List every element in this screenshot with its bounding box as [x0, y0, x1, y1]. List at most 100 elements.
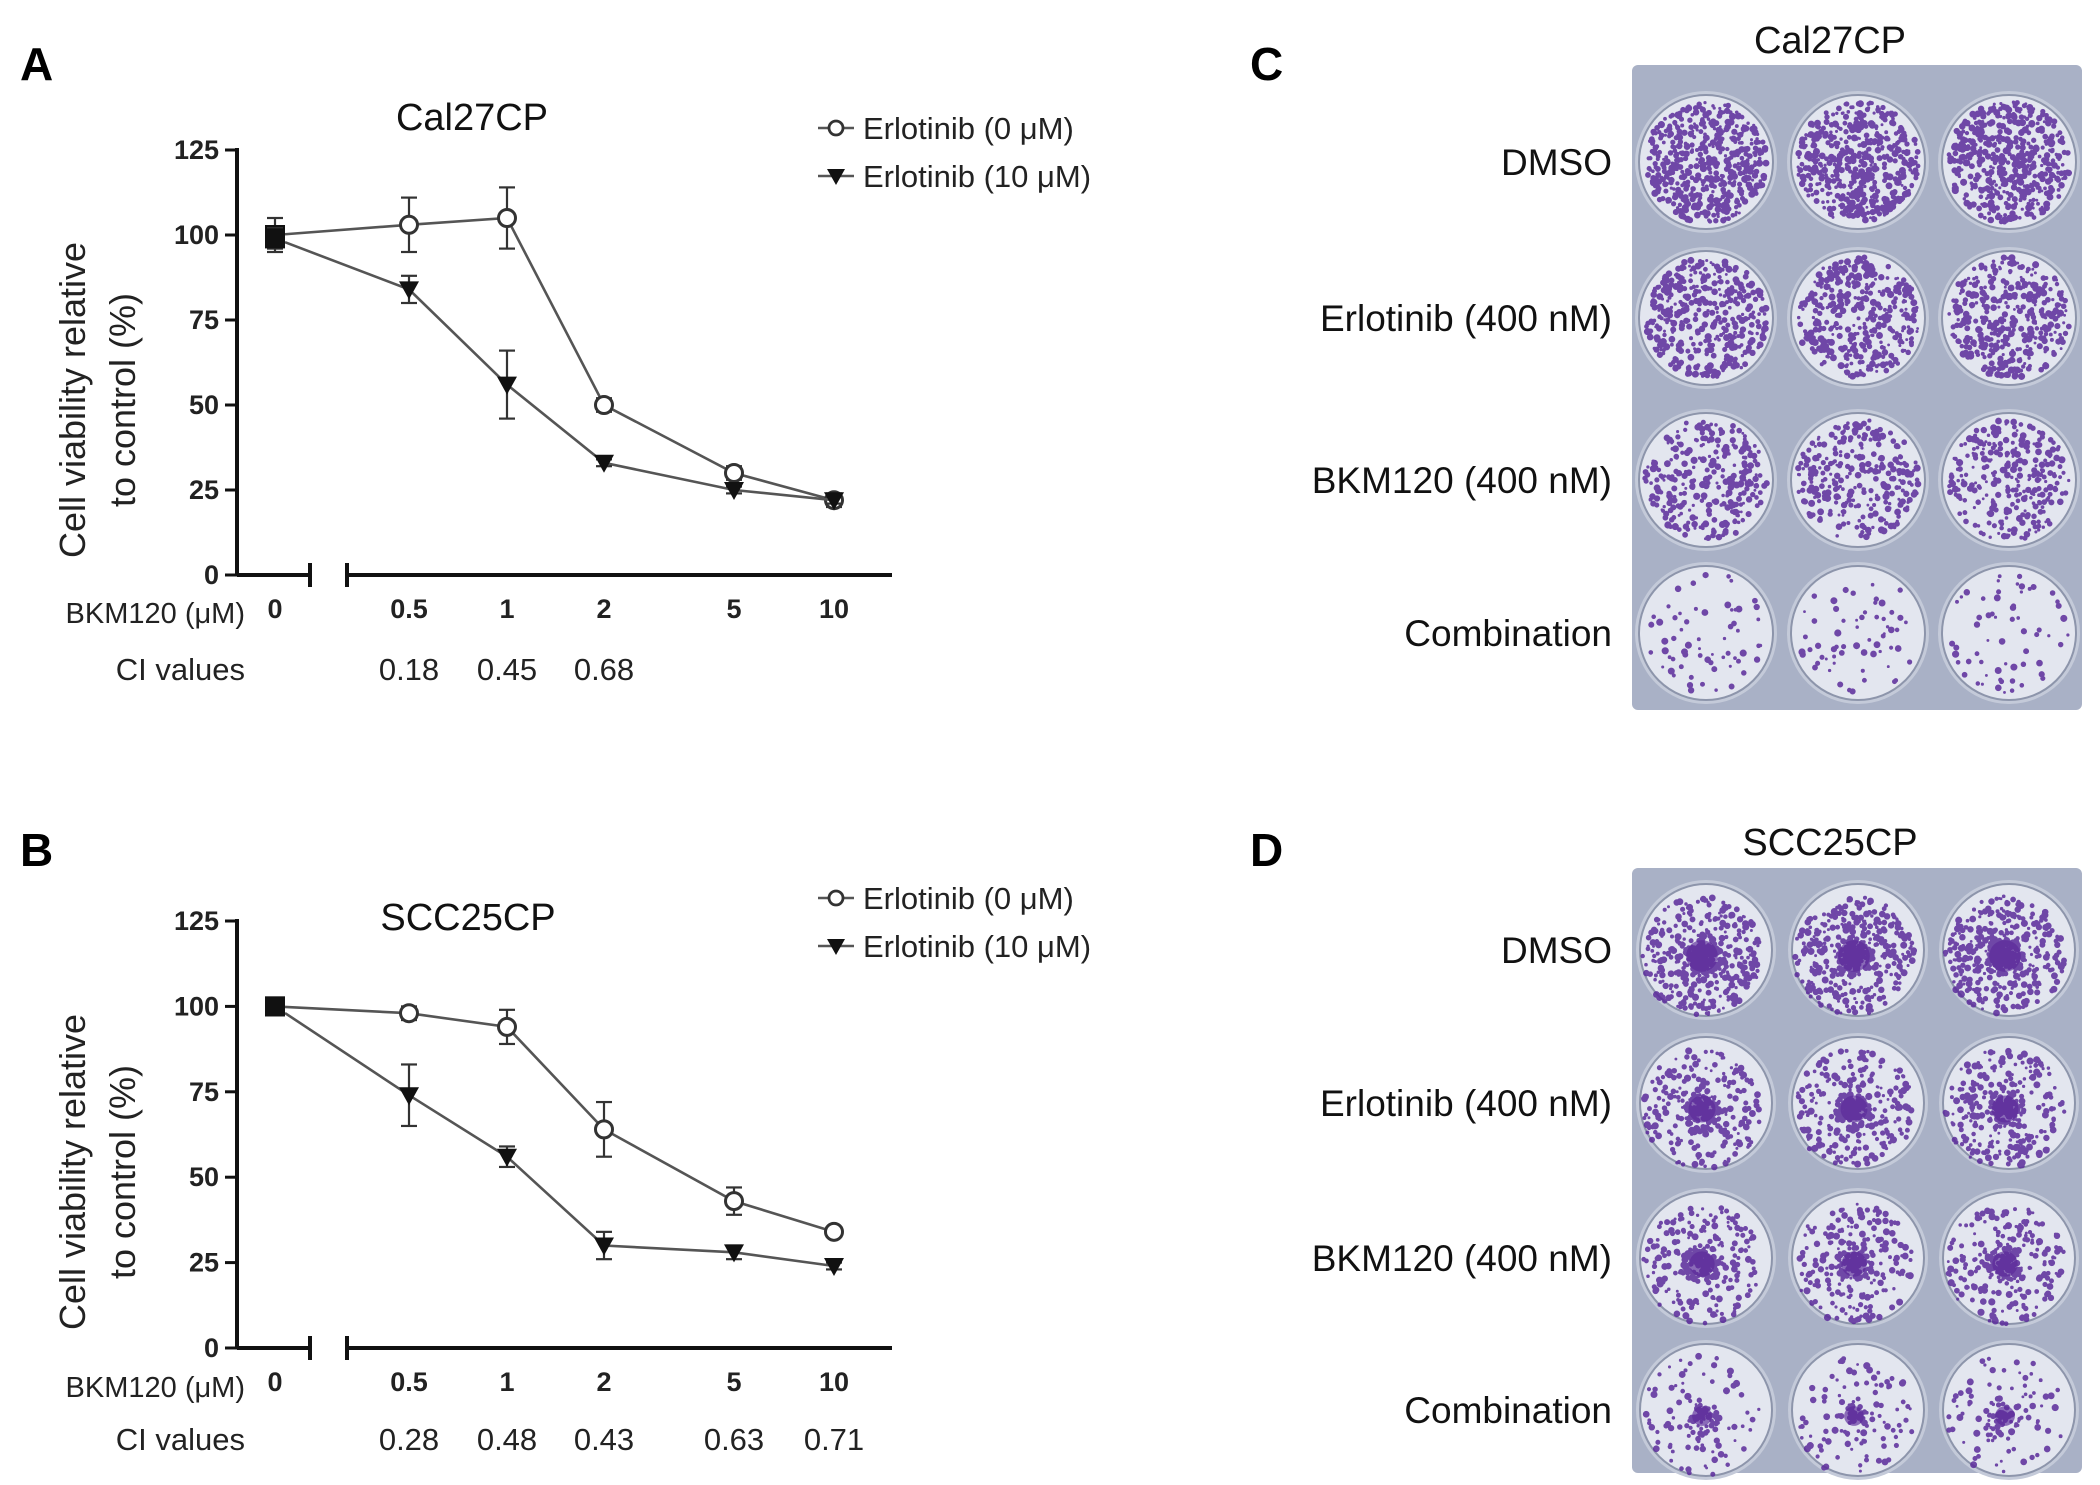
panel-letter-b: B [20, 824, 53, 876]
x-tick-label: 0.5 [390, 1367, 428, 1397]
colony-stain [1796, 254, 1920, 380]
series-erlotinib-0 [265, 996, 844, 1242]
colony-stain [1643, 256, 1770, 379]
colony-cluster [1838, 940, 1870, 972]
ci-value: 0.63 [704, 1422, 764, 1457]
y-tick-label: 75 [189, 1077, 219, 1107]
ci-value: 0.71 [804, 1422, 864, 1457]
colony-stain [1642, 419, 1770, 541]
data-point-triangle [724, 1244, 744, 1263]
x-tick-label: 2 [596, 594, 611, 624]
data-point-triangle [399, 1087, 419, 1106]
y-axis-label-line2: to control (%) [102, 293, 143, 507]
culture-well [1788, 1340, 1928, 1480]
culture-well [1938, 247, 2080, 389]
ci-value: 0.68 [574, 652, 634, 687]
ci-value: 0.18 [379, 652, 439, 687]
x-tick-label: 0 [267, 594, 282, 624]
x-tick-label: 2 [596, 1367, 611, 1397]
data-point-triangle [824, 492, 844, 511]
x-tick-label: 5 [726, 1367, 741, 1397]
series-erlotinib-10 [265, 227, 844, 511]
data-point-triangle [399, 281, 419, 300]
culture-well [1635, 562, 1777, 704]
culture-well [1939, 880, 2079, 1020]
colony-stain [1947, 417, 2071, 541]
data-point-control [265, 228, 285, 249]
data-point-circle [594, 395, 614, 415]
colony-cluster [1689, 1251, 1715, 1277]
colony-stain [1949, 573, 2070, 694]
data-point-circle [497, 1016, 517, 1037]
legend-label: Erlotinib (10 μM) [863, 159, 1091, 194]
culture-well [1788, 1033, 1928, 1173]
culture-well [1787, 91, 1929, 233]
x-tick-label: 5 [726, 594, 741, 624]
colony-cluster [1989, 940, 2021, 972]
plate-title: Cal27CP [1754, 20, 1906, 62]
series-line [284, 240, 835, 502]
colony-stain [1795, 418, 1922, 541]
culture-well [1788, 1188, 1928, 1328]
culture-well [1636, 1033, 1776, 1173]
panel-letter-c: C [1250, 38, 1283, 90]
y-axis-label-line1: Cell viability relative [52, 1014, 93, 1330]
series-line [284, 216, 835, 502]
y-tick-label: 100 [174, 220, 219, 250]
data-point-triangle [594, 454, 614, 473]
data-point-triangle [594, 1237, 614, 1256]
treatment-row-label: DMSO [1501, 142, 1612, 183]
culture-well [1787, 409, 1929, 551]
y-tick-label: 0 [204, 560, 219, 590]
culture-well [1636, 1340, 1776, 1480]
colony-cluster [1995, 1406, 2015, 1426]
plate-cal27cp: Cal27CP DMSO Erlotinib (400 nM) BKM120 (40… [1312, 20, 2082, 710]
x-tick-label: 10 [819, 594, 849, 624]
legend-marker-triangle [827, 939, 845, 955]
y-tick-label: 50 [189, 1162, 219, 1192]
data-point-circle [724, 1191, 744, 1212]
x-tick-label: 10 [819, 1367, 849, 1397]
x-tick-label: 0.5 [390, 594, 428, 624]
ci-value: 0.48 [477, 1422, 537, 1457]
y-tick-label: 25 [189, 1248, 219, 1278]
legend-entry: Erlotinib (0 μM) [818, 111, 1074, 146]
chart-cal27cp: Cal27CP Cell viability relative to contr… [52, 97, 1091, 687]
legend-entry: Erlotinib (0 μM) [818, 881, 1074, 916]
colony-stain [1946, 100, 2073, 225]
y-axis-label-line2: to control (%) [102, 1065, 143, 1279]
culture-well [1939, 1340, 2079, 1480]
ci-value: 0.45 [477, 652, 537, 687]
colony-cluster [1841, 1251, 1867, 1277]
colony-cluster [1992, 1251, 2018, 1277]
well-interior [1790, 565, 1926, 701]
colony-stain [1645, 100, 1770, 224]
data-point-circle [399, 214, 419, 235]
x-axis-label: BKM120 (μM) [66, 598, 245, 630]
data-point-circle [497, 208, 517, 228]
colony-cluster [1692, 1406, 1712, 1426]
ci-values-label: CI values [116, 652, 245, 687]
data-point-triangle [497, 376, 517, 395]
well-interior [1941, 565, 2077, 701]
treatment-row-label: DMSO [1501, 930, 1612, 971]
culture-well [1939, 1188, 2079, 1328]
culture-well [1938, 562, 2080, 704]
treatment-row-label: Erlotinib (400 nM) [1320, 298, 1612, 339]
culture-well [1938, 409, 2080, 551]
ci-value: 0.43 [574, 1422, 634, 1457]
data-point-circle [594, 1119, 614, 1140]
x-axis-label: BKM120 (μM) [66, 1372, 245, 1404]
y-tick-label: 25 [189, 475, 219, 505]
ci-value: 0.28 [379, 1422, 439, 1457]
treatment-row-label: Combination [1404, 1390, 1612, 1431]
colony-cluster [1844, 1406, 1864, 1426]
data-point-circle [724, 463, 744, 483]
culture-well [1787, 562, 1929, 704]
legend-marker-circle [827, 119, 845, 137]
treatment-row-label: Combination [1404, 613, 1612, 654]
x-tick-label: 1 [499, 1367, 514, 1397]
y-tick-label: 100 [174, 991, 219, 1021]
culture-well [1939, 1033, 2079, 1173]
culture-well [1635, 247, 1777, 389]
